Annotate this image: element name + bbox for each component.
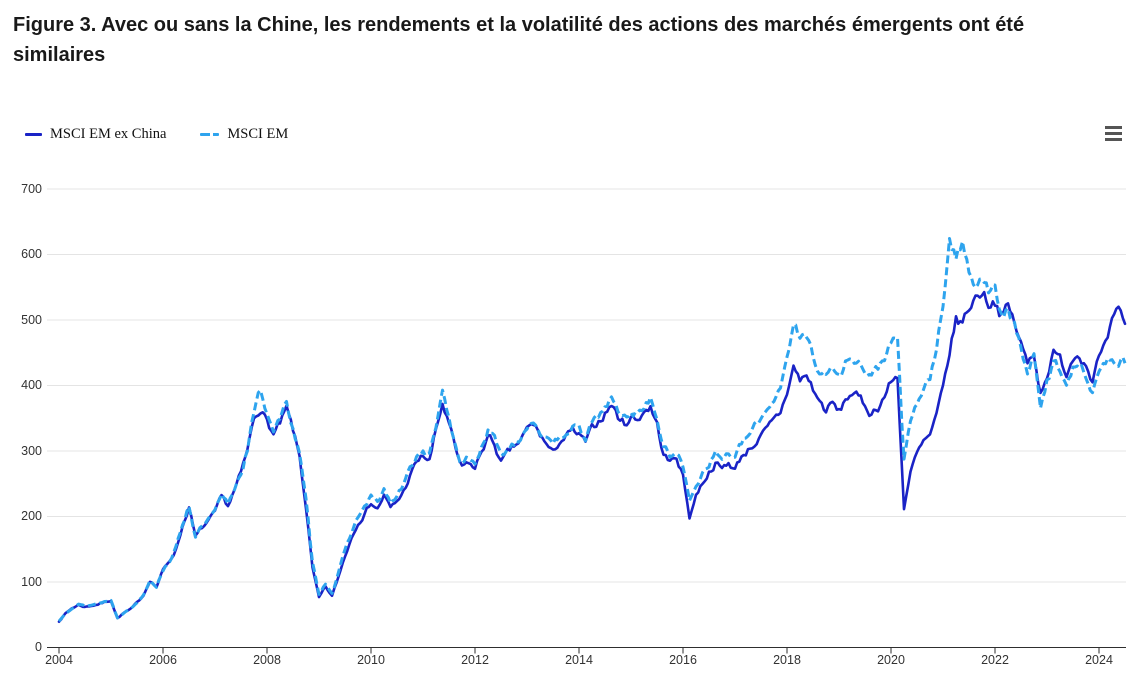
y-axis-label: 700 xyxy=(21,181,42,196)
legend-label: MSCI EM ex China xyxy=(50,126,167,142)
hamburger-icon xyxy=(1105,126,1122,129)
x-axis-label: 2018 xyxy=(773,653,801,667)
x-axis-label: 2006 xyxy=(149,653,177,667)
y-axis-label: 400 xyxy=(21,378,42,392)
y-axis-label: 200 xyxy=(21,509,42,523)
x-axis-label: 2020 xyxy=(877,653,905,667)
y-axis-label: 100 xyxy=(21,574,42,589)
y-axis-label: 0 xyxy=(35,640,42,654)
x-axis-label: 2008 xyxy=(253,653,281,667)
series-line-msci-em[interactable] xyxy=(57,237,1127,623)
x-axis-label: 2024 xyxy=(1085,653,1113,667)
hamburger-icon xyxy=(1105,138,1122,141)
x-axis-label: 2022 xyxy=(981,653,1009,667)
legend-label: MSCI EM xyxy=(227,126,289,142)
legend-item-msci-em-ex-china[interactable]: MSCI EM ex China xyxy=(25,126,166,143)
y-axis-label: 600 xyxy=(21,247,42,261)
y-axis-label: 300 xyxy=(21,443,42,458)
x-axis-label: 2010 xyxy=(357,653,385,667)
x-axis-label: 2012 xyxy=(461,653,489,667)
series-line-msci-em-ex-china[interactable] xyxy=(57,290,1127,623)
x-axis-label: 2004 xyxy=(45,653,73,667)
chart-context-menu-button[interactable] xyxy=(1105,126,1122,141)
hamburger-icon xyxy=(1105,132,1122,135)
dashed-line-marker-icon xyxy=(200,133,220,136)
x-axis-label: 2014 xyxy=(565,653,593,667)
legend-item-msci-em[interactable]: MSCI EM xyxy=(200,126,288,143)
figure-title: Figure 3. Avec ou sans la Chine, les ren… xyxy=(13,14,1025,66)
y-axis-label: 500 xyxy=(21,312,42,327)
chart-legend: MSCI EM ex China MSCI EM xyxy=(25,126,288,143)
solid-line-marker-icon xyxy=(25,133,42,136)
x-axis-label: 2016 xyxy=(669,653,697,667)
